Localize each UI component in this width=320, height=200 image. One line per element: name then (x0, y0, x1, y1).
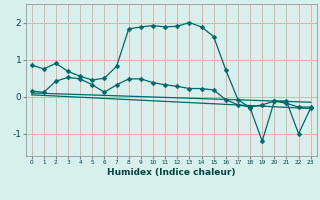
X-axis label: Humidex (Indice chaleur): Humidex (Indice chaleur) (107, 168, 236, 177)
